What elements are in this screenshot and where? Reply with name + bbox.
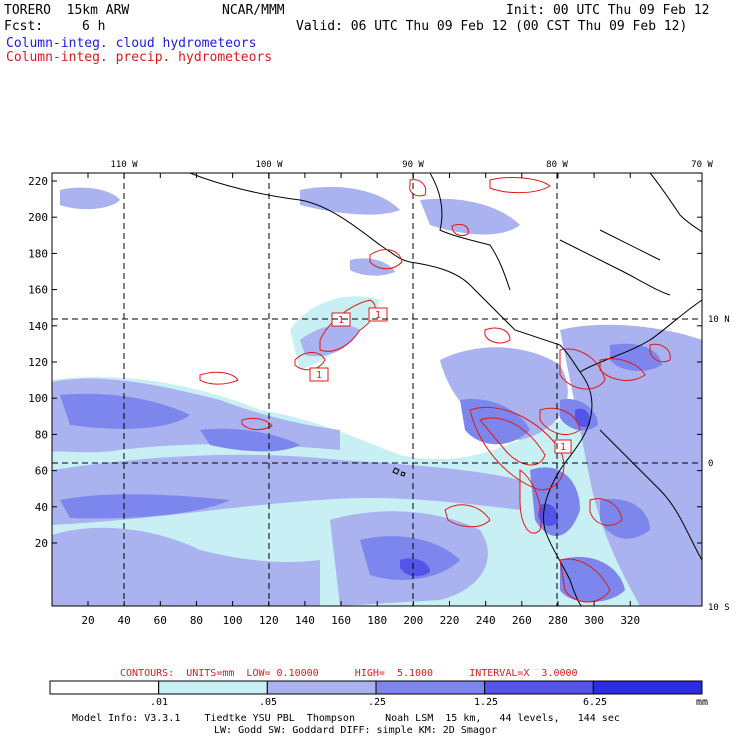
lon-label: 110 W	[110, 160, 138, 170]
x-index-label: 160	[331, 614, 351, 627]
x-index-label: 20	[81, 614, 94, 627]
y-index-label: 40	[35, 501, 48, 514]
y-index-label: 20	[35, 537, 48, 550]
colorbar-swatch	[49, 680, 160, 695]
contour-label: 1	[560, 442, 566, 453]
colorbar-label: .25	[367, 697, 387, 708]
physics-info: LW: Godd SW: Goddard DIFF: simple KM: 2D…	[214, 725, 497, 736]
x-index-label: 80	[190, 614, 203, 627]
lon-label: 70 W	[691, 160, 713, 170]
forecast-label: Fcst:	[4, 19, 44, 34]
x-index-label: 100	[223, 614, 243, 627]
x-index-label: 40	[118, 614, 131, 627]
init-time: Init: 00 UTC Thu 09 Feb 12	[506, 3, 710, 18]
lat-label: 10 S	[708, 603, 730, 613]
colorbar-swatch	[484, 680, 594, 695]
contour-labels: 1 1 1 1	[316, 310, 566, 453]
contour-label: 1	[316, 370, 322, 381]
colorbar-swatch	[266, 680, 377, 695]
x-index-label: 300	[584, 614, 604, 627]
lat-lon-grid	[52, 173, 702, 606]
contour-label: 1	[338, 315, 344, 326]
x-index-label: 140	[295, 614, 315, 627]
lon-label: 80 W	[546, 160, 568, 170]
x-index-label: 240	[476, 614, 496, 627]
x-index-label: 60	[154, 614, 167, 627]
colorbar	[49, 680, 703, 695]
x-index-label: 320	[620, 614, 640, 627]
x-index-labels: 20 40 60 80 100 120 140 160 180 200 220 240 260 280 30…	[81, 614, 640, 627]
contour-label-boxes	[309, 307, 572, 454]
organization-label: NCAR/MMM	[222, 3, 285, 18]
y-index-label: 60	[35, 465, 48, 478]
cloud-fill-dark	[60, 343, 662, 602]
valid-time: Valid: 06 UTC Thu 09 Feb 12 (00 CST Thu …	[296, 19, 688, 34]
lon-label: 90 W	[402, 160, 424, 170]
colorbar-label: .05	[258, 697, 278, 708]
contour-label: 1	[375, 310, 381, 321]
x-index-label: 180	[367, 614, 387, 627]
y-index-label: 220	[28, 175, 48, 188]
x-index-label: 280	[548, 614, 568, 627]
y-index-label: 140	[28, 320, 48, 333]
y-index-label: 180	[28, 247, 48, 260]
y-index-label: 160	[28, 284, 48, 297]
y-index-label: 200	[28, 211, 48, 224]
field-cloud-hydrometeors: Column-integ. cloud hydrometeors	[6, 36, 257, 51]
lat-label: 0	[708, 459, 713, 469]
y-index-label: 80	[35, 428, 48, 441]
cloud-fill-darkest	[400, 408, 591, 577]
model-info: Model Info: V3.3.1 Tiedtke YSU PBL Thomp…	[72, 713, 620, 724]
axis-ticks	[52, 173, 702, 606]
field-precip-hydrometeors: Column-integ. precip. hydrometeors	[6, 50, 273, 65]
lon-label: 100 W	[255, 160, 283, 170]
y-index-labels: 220 200 180 160 140 120 100 80 60 40 20	[28, 175, 48, 550]
contour-info: CONTOURS: UNITS=mm LOW= 0.10000 HIGH= 5.…	[120, 668, 578, 679]
latitude-labels: 10 N 0 10 S	[708, 315, 730, 613]
model-title: TORERO 15km ARW	[4, 3, 130, 18]
colorbar-swatch	[158, 680, 268, 695]
x-index-label: 200	[403, 614, 423, 627]
x-index-label: 220	[440, 614, 460, 627]
colorbar-swatch	[592, 680, 703, 695]
y-index-label: 120	[28, 356, 48, 369]
x-index-label: 260	[512, 614, 532, 627]
coastlines	[189, 173, 702, 606]
longitude-labels: 110 W 100 W 90 W 80 W 70 W	[110, 160, 713, 170]
colorbar-label: 1.25	[473, 697, 499, 708]
colorbar-label: .01	[149, 697, 169, 708]
colorbar-label: 6.25	[582, 697, 608, 708]
forecast-hours: 6 h	[82, 19, 106, 34]
x-index-label: 120	[259, 614, 279, 627]
y-index-label: 100	[28, 392, 48, 405]
colorbar-swatch	[375, 680, 486, 695]
colorbar-unit: mm	[696, 697, 709, 708]
lat-label: 10 N	[708, 315, 730, 325]
